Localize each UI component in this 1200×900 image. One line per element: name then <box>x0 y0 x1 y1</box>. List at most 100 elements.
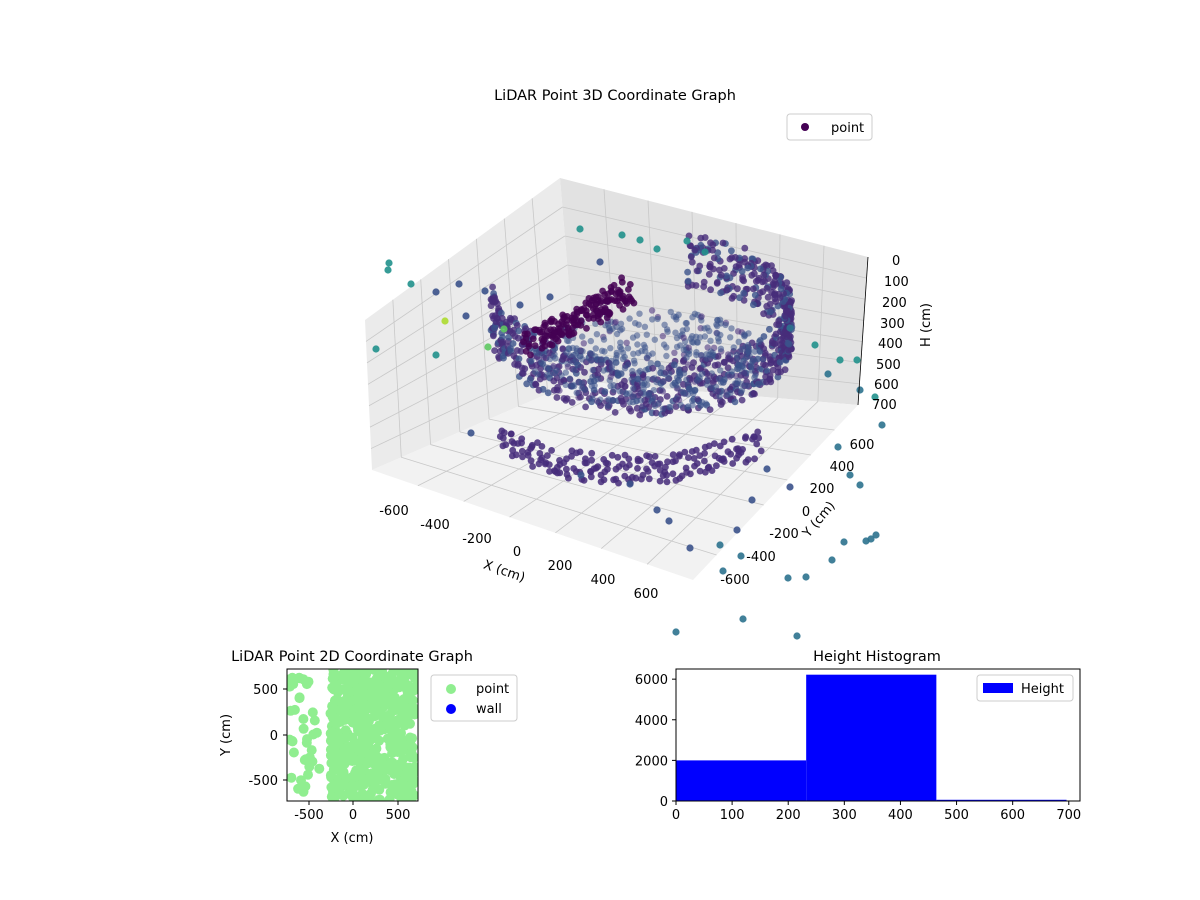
data-point <box>683 404 691 411</box>
x-tick-3d: 200 <box>548 559 573 574</box>
data-point <box>515 327 523 335</box>
data-point <box>707 286 714 294</box>
data-point <box>684 381 692 389</box>
data-point <box>685 344 692 351</box>
data-point <box>751 390 758 398</box>
data-point <box>735 338 742 345</box>
point-2d <box>367 784 378 795</box>
grid-line <box>401 456 717 556</box>
data-point <box>705 442 713 450</box>
data-point <box>716 541 724 549</box>
data-point <box>701 248 709 256</box>
data-point <box>520 338 527 346</box>
point-2d <box>325 770 336 781</box>
data-point <box>662 369 669 376</box>
data-point <box>741 332 749 339</box>
data-point <box>568 399 576 406</box>
data-point <box>539 385 547 393</box>
data-point <box>616 388 624 395</box>
data-point <box>717 367 724 374</box>
data-point <box>736 294 743 302</box>
data-point <box>602 459 610 467</box>
point-2d <box>400 794 410 801</box>
data-point <box>517 347 525 355</box>
data-point <box>636 390 644 397</box>
data-point <box>630 350 637 357</box>
y-tick-2d: 0 <box>270 729 278 744</box>
data-point <box>672 628 680 636</box>
y-tick-3d: -200 <box>769 527 799 542</box>
data-point <box>811 341 819 349</box>
data-point <box>782 308 790 316</box>
data-point <box>714 249 722 257</box>
x-axis-label-2d: X (cm) <box>331 831 374 846</box>
data-point <box>441 317 449 325</box>
data-point <box>518 439 525 447</box>
data-point <box>556 469 564 477</box>
data-point <box>629 367 636 375</box>
y-tick-3d: 200 <box>810 482 835 497</box>
data-point <box>582 403 589 411</box>
data-point <box>615 479 622 487</box>
legend-3d: point <box>786 113 873 141</box>
data-point <box>613 349 620 357</box>
data-point <box>718 398 726 406</box>
data-point <box>544 452 551 459</box>
data-point <box>484 343 492 351</box>
data-point <box>575 394 582 401</box>
legend-histogram-label: Height <box>1021 682 1064 697</box>
data-point <box>641 323 649 330</box>
data-point <box>600 476 608 484</box>
data-point <box>664 375 672 382</box>
data-point <box>613 355 620 362</box>
data-point <box>707 239 714 247</box>
data-point <box>720 455 727 463</box>
data-point <box>626 461 633 469</box>
data-point <box>760 310 767 318</box>
data-point <box>630 393 637 400</box>
data-point <box>697 234 705 242</box>
data-point <box>751 455 758 463</box>
data-point <box>615 371 622 378</box>
data-point <box>648 307 656 314</box>
data-point <box>675 311 682 318</box>
point-2d <box>346 781 357 792</box>
data-point <box>675 396 683 404</box>
data-point <box>740 358 747 365</box>
data-point <box>714 330 721 337</box>
data-point <box>636 310 643 317</box>
data-point <box>684 361 692 368</box>
histogram-x-tick: 0 <box>672 808 680 823</box>
data-point <box>784 340 792 347</box>
data-point <box>630 357 638 364</box>
data-point <box>760 271 768 279</box>
data-point <box>717 345 725 352</box>
x-tick-3d: -600 <box>379 504 409 519</box>
point-2d <box>380 760 391 771</box>
data-point <box>686 544 694 552</box>
data-point <box>589 373 596 381</box>
point-2d <box>353 669 364 677</box>
z-tick-3d: 0 <box>892 254 900 269</box>
data-point <box>656 477 664 485</box>
data-point <box>601 388 609 395</box>
data-point <box>568 453 575 460</box>
data-point <box>725 351 732 358</box>
data-point <box>710 254 718 262</box>
data-point <box>733 526 741 534</box>
grid-line <box>489 418 788 481</box>
data-point <box>619 355 627 362</box>
data-point <box>723 272 730 280</box>
point-2d <box>383 681 393 692</box>
data-point <box>696 467 704 475</box>
point-2d <box>352 687 363 698</box>
grid-line <box>392 299 402 458</box>
point-2d <box>386 780 397 790</box>
data-point <box>589 366 596 374</box>
grid-line <box>366 235 566 364</box>
point-2d <box>332 727 343 738</box>
point-2d <box>408 774 418 785</box>
data-point <box>776 358 784 366</box>
histogram-x-tick: 600 <box>1000 808 1025 823</box>
data-point <box>594 397 601 404</box>
